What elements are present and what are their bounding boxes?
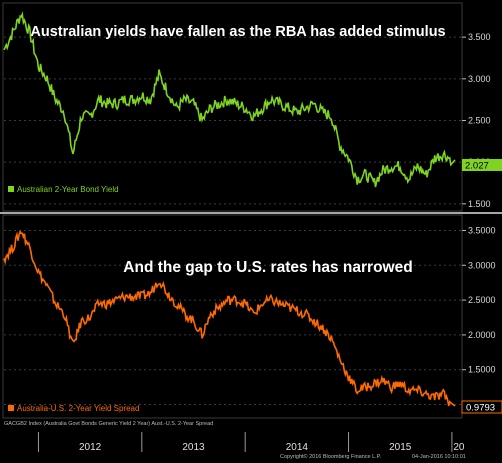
footer-date: 04-Jan-2016 10:10:01	[412, 454, 466, 460]
top-legend-swatch	[8, 186, 14, 192]
y-tick-label: 3.500	[468, 32, 491, 42]
x-year-label: 2015	[389, 442, 412, 453]
bottom-chart-title: And the gap to U.S. rates has narrowed	[123, 259, 412, 276]
bottom-legend-swatch	[8, 405, 14, 411]
y-tick-label: 1.5000	[468, 365, 496, 375]
x-year-label: 2013	[182, 442, 205, 453]
series-line-au-2yr-yield	[3, 11, 456, 188]
y-tick-label: 2.5000	[468, 295, 496, 305]
footer-source: GACGB2 Index (Australia Govt Bonds Gener…	[4, 421, 213, 427]
y-tick-label: 2.500	[468, 116, 491, 126]
y-tick-label: 3.5000	[468, 225, 496, 235]
top-chart-title: Australian yields have fallen as the RBA…	[30, 24, 445, 40]
y-tick-label: 3.0000	[468, 260, 496, 270]
top-legend-label: Australian 2-Year Bond Yield	[17, 185, 119, 194]
y-tick-label: 3.000	[468, 74, 491, 84]
bottom-last-value: 0.9793	[466, 403, 495, 414]
x-year-label: 2012	[79, 442, 102, 453]
bottom-legend-label: Australia-U.S. 2-Year Yield Spread	[17, 404, 139, 413]
bottom-last-value-badge: 0.9793	[461, 400, 502, 414]
top-last-value: 2.027	[465, 161, 489, 172]
bottom-gridlines	[4, 229, 462, 406]
footer-copyright: Copyright© 2016 Bloomberg Finance L.P.	[280, 453, 382, 460]
y-tick-label: 2.0000	[468, 330, 496, 340]
x-year-label: 2014	[286, 442, 309, 453]
series-line-au-us-spread	[3, 229, 456, 407]
y-tick-label: 1.500	[468, 199, 491, 209]
x-year-label: 20	[453, 442, 465, 453]
x-axis-years: 2012 2013 2014 2015 20	[37, 432, 465, 453]
top-last-value-badge: 2.027	[462, 159, 502, 172]
